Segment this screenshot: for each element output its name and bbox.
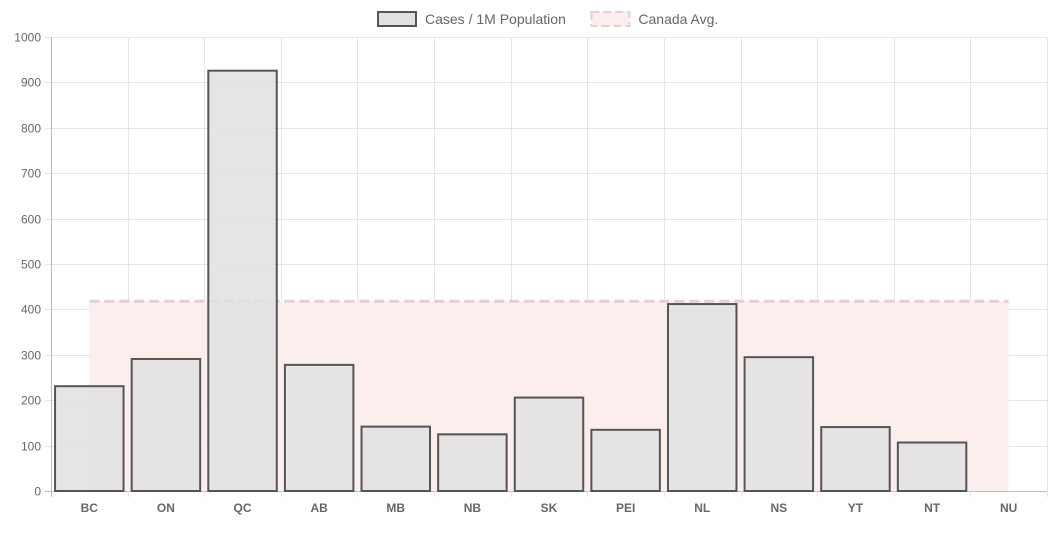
bar-yt[interactable]: [820, 426, 891, 493]
x-tick-label: NL: [694, 501, 710, 515]
y-tick-label: 0: [34, 485, 41, 499]
bar-nl[interactable]: [666, 303, 738, 492]
y-tick-label: 300: [21, 349, 41, 363]
x-tick-label: SK: [541, 501, 558, 515]
bar-pei[interactable]: [590, 428, 661, 492]
x-tick-label: AB: [310, 501, 328, 515]
legend-item-canada-avg[interactable]: Canada Avg.: [590, 11, 718, 27]
y-tick-label: 100: [21, 440, 41, 454]
x-tick-label: NT: [924, 501, 941, 515]
legend[interactable]: Cases / 1M Population Canada Avg.: [377, 11, 718, 27]
bar-bc[interactable]: [54, 385, 125, 492]
y-tick-label: 200: [21, 394, 41, 408]
bar-nb[interactable]: [437, 433, 508, 493]
bar-nt[interactable]: [896, 441, 968, 493]
x-tick-label: MB: [386, 501, 405, 515]
y-tick-label: 800: [21, 122, 41, 136]
bar-mb[interactable]: [360, 425, 432, 492]
bar-ab[interactable]: [283, 363, 355, 493]
y-tick-label: 700: [21, 167, 41, 181]
y-tick-label: 600: [21, 213, 41, 227]
y-tick-label: 1000: [14, 31, 41, 45]
bar-on[interactable]: [130, 357, 202, 492]
legend-label: Cases / 1M Population: [425, 11, 566, 27]
x-tick-label: NB: [464, 501, 482, 515]
legend-swatch: [590, 11, 631, 27]
axes: 0 100 200 300 400 500 600 700 800 900 1000 BC ON QC AB…: [14, 31, 1017, 516]
bar-ns[interactable]: [743, 356, 815, 492]
x-tick-label: PEI: [616, 501, 635, 515]
legend-item-cases[interactable]: Cases / 1M Population: [377, 11, 566, 27]
legend-label: Canada Avg.: [638, 11, 718, 27]
x-tick-label: NU: [1000, 501, 1017, 515]
y-tick-label: 500: [21, 258, 41, 272]
x-tick-label: NS: [771, 501, 788, 515]
bar-qc[interactable]: [207, 69, 278, 493]
bar-series: [54, 69, 968, 493]
y-tick-label: 900: [21, 76, 41, 90]
x-tick-label: ON: [157, 501, 175, 515]
legend-swatch: [377, 11, 417, 27]
x-tick-label: QC: [234, 501, 252, 515]
x-tick-label: BC: [81, 501, 99, 515]
bar-sk[interactable]: [513, 396, 585, 492]
x-tick-label: YT: [848, 501, 864, 515]
y-tick-label: 400: [21, 303, 41, 317]
